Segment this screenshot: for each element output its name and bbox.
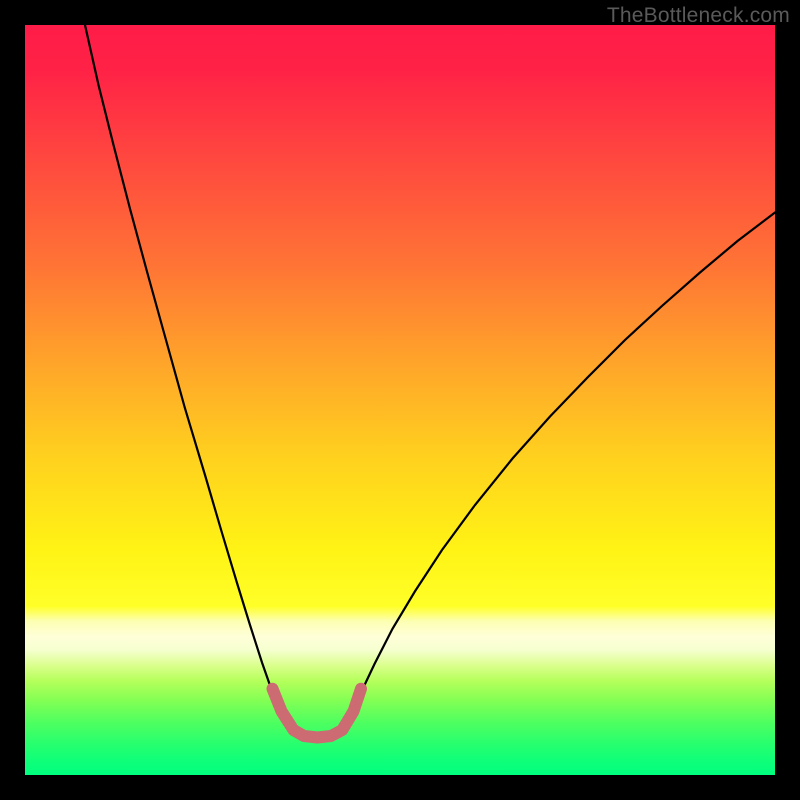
chart-canvas: TheBottleneck.com	[0, 0, 800, 800]
watermark-text: TheBottleneck.com	[607, 4, 790, 28]
gradient-background	[25, 25, 775, 775]
plot-area	[25, 25, 775, 775]
chart-svg	[25, 25, 775, 775]
